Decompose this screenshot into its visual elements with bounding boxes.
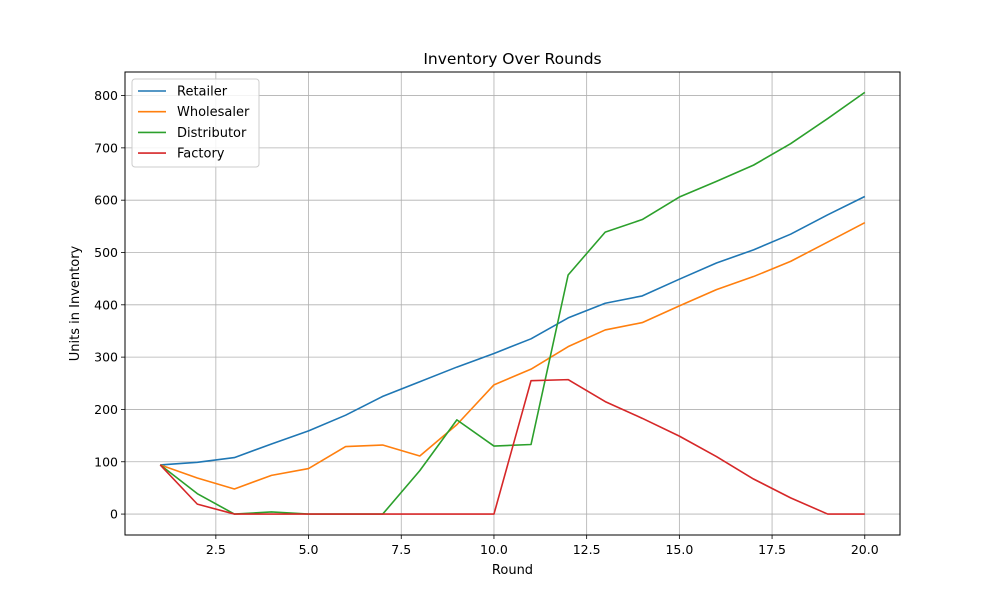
legend-label-factory: Factory [177,147,225,162]
y-axis: 0 100 200 300 400 500 600 700 800 [94,88,125,522]
series-line-distributor [159,91,866,515]
y-tick-label: 600 [94,193,118,208]
x-tick-label: 12.5 [573,542,601,557]
x-axis-label: Round [492,563,533,578]
y-tick-label: 200 [94,402,118,417]
y-axis-label: Units in Inventory [68,245,83,361]
plot-frame [124,71,901,536]
y-tick-label: 700 [94,140,118,155]
legend: Retailer Wholesaler Distributor Factory [131,78,260,168]
x-tick-label: 10.0 [480,542,508,557]
y-tick-label: 800 [94,88,118,103]
legend-label-wholesaler: Wholesaler [177,105,250,120]
x-tick-label: 7.5 [391,542,411,557]
series-line-wholesaler [159,221,866,490]
series-layer [159,91,866,515]
y-tick-label: 300 [94,350,118,365]
x-tick-label: 5.0 [299,542,319,557]
series-line-factory [159,378,865,515]
x-axis: 2.5 5.0 7.5 10.0 12.5 15.0 17.5 20.0 [206,535,879,557]
legend-label-retailer: Retailer [177,85,228,100]
x-tick-label: 2.5 [206,542,226,557]
series-line-retailer [160,195,866,466]
grid [125,72,900,535]
legend-label-distributor: Distributor [177,126,247,141]
y-tick-label: 0 [110,507,118,522]
legend-box [131,78,260,168]
x-tick-label: 17.5 [758,542,786,557]
y-tick-label: 100 [94,454,118,469]
y-tick-label: 400 [94,297,118,312]
x-tick-label: 15.0 [665,542,693,557]
y-tick-label: 500 [94,245,118,260]
x-tick-label: 20.0 [851,542,879,557]
chart-title: Inventory Over Rounds [423,50,601,68]
